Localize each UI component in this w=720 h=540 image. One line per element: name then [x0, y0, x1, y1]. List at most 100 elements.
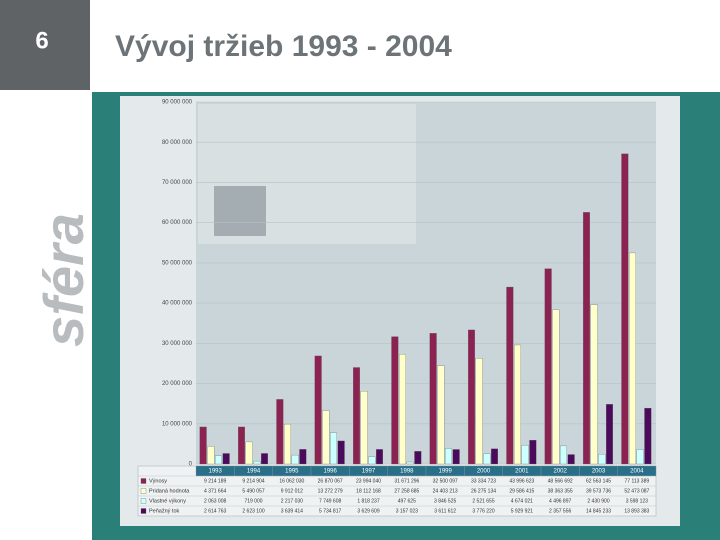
- bar: [583, 212, 590, 465]
- bar: [452, 449, 460, 465]
- table-value: 3 776 220: [472, 508, 494, 514]
- y-tick-label: 10 000 000: [162, 421, 193, 427]
- bar: [468, 329, 475, 465]
- legend-label: Peňažný tok: [149, 508, 180, 514]
- table-value: 2 521 655: [472, 498, 494, 504]
- table-value: 24 403 213: [433, 488, 458, 494]
- bar: [330, 432, 337, 465]
- table-value: 3 598 123: [626, 498, 648, 504]
- y-tick-label: 80 000 000: [162, 140, 193, 146]
- table-value: 2 430 900: [587, 498, 609, 504]
- x-tick-label: 1993: [208, 469, 222, 475]
- bar: [644, 407, 652, 465]
- bar: [629, 252, 636, 465]
- watermark: sféra: [32, 213, 95, 347]
- table-value: 26 870 067: [318, 478, 343, 484]
- bar: [222, 453, 230, 465]
- y-tick-label: 30 000 000: [162, 341, 193, 347]
- table-value: 13 893 383: [624, 508, 649, 514]
- y-tick-label: 0: [189, 462, 193, 468]
- table-value: 1 818 237: [357, 498, 379, 504]
- table-value: 497 625: [398, 498, 416, 504]
- table-value: 2 357 556: [549, 508, 571, 514]
- x-tick-label: 1994: [247, 469, 261, 475]
- x-tick-label: 2003: [592, 469, 606, 475]
- bar: [253, 460, 261, 465]
- bar: [238, 426, 245, 465]
- bar: [621, 153, 629, 465]
- x-tick-label: 2002: [553, 469, 567, 475]
- table-value: 14 845 233: [586, 508, 611, 514]
- table-value: 18 112 168: [356, 488, 381, 494]
- table-value: 3 629 609: [357, 508, 379, 514]
- x-tick-label: 1997: [362, 469, 376, 475]
- legend-swatch: [140, 488, 147, 494]
- bar: [429, 333, 437, 465]
- table-value: 43 996 623: [509, 478, 534, 484]
- table-value: 38 363 355: [548, 488, 573, 494]
- table-value: 2 063 008: [204, 498, 226, 504]
- x-tick-label: 1998: [400, 469, 414, 475]
- table-value: 31 671 296: [394, 478, 419, 484]
- bar: [406, 461, 414, 465]
- bar: [437, 365, 445, 465]
- table-value: 9 214 189: [204, 478, 226, 484]
- bar: [636, 449, 644, 465]
- table-value: 3 846 525: [434, 498, 456, 504]
- table-value: 29 586 415: [509, 488, 534, 494]
- table-value: 2 614 763: [204, 508, 226, 514]
- table-value: 719 000: [244, 498, 262, 504]
- y-tick-label: 40 000 000: [162, 301, 193, 307]
- bar: [261, 453, 268, 465]
- bar: [215, 455, 222, 465]
- x-tick-label: 1999: [438, 469, 452, 475]
- legend-swatch: [140, 498, 147, 504]
- bar: [337, 440, 345, 465]
- table-value: 3 611 612: [434, 508, 456, 514]
- bar: [414, 451, 422, 465]
- y-tick-label: 50 000 000: [162, 260, 193, 266]
- bar: [475, 358, 483, 465]
- x-tick-label: 2001: [515, 469, 529, 475]
- bar: [284, 423, 291, 465]
- x-tick-label: 2000: [477, 469, 491, 475]
- table-value: 5 929 921: [511, 508, 533, 514]
- slide-title: Vývoj tržieb 1993 - 2004: [115, 30, 452, 63]
- number-box: [0, 0, 90, 90]
- table-value: 23 994 040: [356, 478, 381, 484]
- bar: [590, 304, 598, 465]
- bar: [491, 448, 498, 465]
- x-tick-label: 2004: [630, 469, 644, 475]
- bar: [368, 456, 376, 465]
- table-value: 4 371 664: [204, 488, 226, 494]
- table-value: 5 490 057: [242, 488, 264, 494]
- bar: [314, 355, 322, 465]
- bar: [606, 404, 613, 465]
- bar: [544, 268, 552, 465]
- bar: [199, 426, 207, 465]
- y-tick-label: 70 000 000: [162, 180, 193, 186]
- table-value: 32 500 097: [433, 478, 458, 484]
- table-value: 9 214 904: [242, 478, 264, 484]
- bar: [360, 390, 368, 465]
- bar: [207, 446, 215, 465]
- legend-label: Pridaná hodnota: [149, 488, 190, 494]
- bar: [399, 354, 406, 465]
- table-value: 3 157 023: [396, 508, 418, 514]
- bar: [391, 336, 399, 465]
- legend-label: Vlastné výkony: [149, 498, 186, 504]
- table-value: 2 623 100: [242, 508, 264, 514]
- table-value: 48 566 692: [548, 478, 573, 484]
- x-tick-label: 1995: [285, 469, 299, 475]
- table-value: 7 749 608: [319, 498, 341, 504]
- y-tick-label: 60 000 000: [162, 220, 193, 226]
- bar: [483, 453, 491, 465]
- table-value: 5 734 817: [319, 508, 341, 514]
- table-value: 4 674 021: [511, 498, 533, 504]
- bar: [276, 399, 284, 465]
- bar: [552, 309, 560, 465]
- bar: [567, 454, 575, 465]
- table-value: 39 573 736: [586, 488, 611, 494]
- bar: [353, 367, 360, 465]
